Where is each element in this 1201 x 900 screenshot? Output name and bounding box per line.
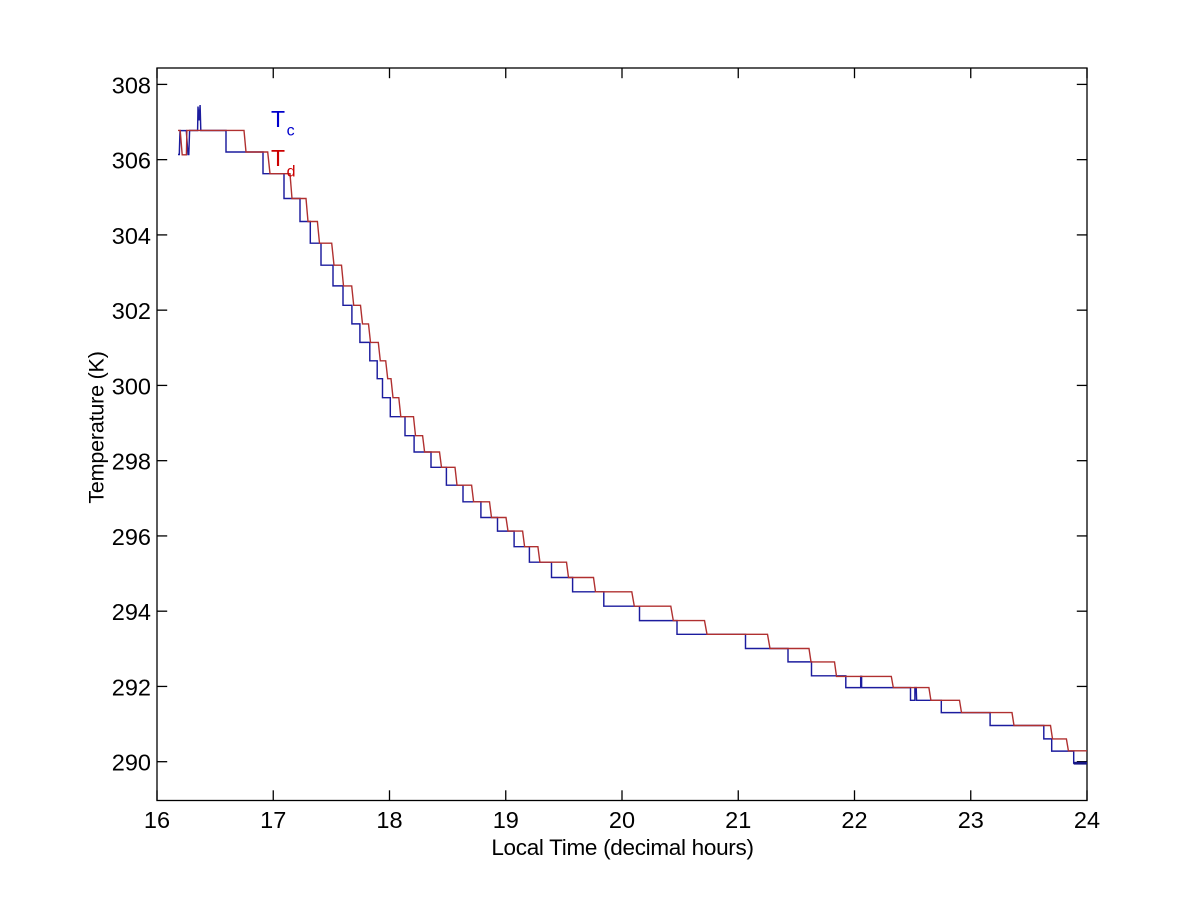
svg-text:19: 19: [493, 807, 519, 833]
svg-text:302: 302: [112, 298, 151, 324]
svg-text:300: 300: [112, 373, 151, 399]
svg-text:Local Time (decimal hours): Local Time (decimal hours): [491, 835, 753, 860]
svg-text:298: 298: [112, 449, 151, 475]
svg-text:Temperature (K): Temperature (K): [85, 351, 109, 503]
svg-text:22: 22: [841, 807, 867, 833]
svg-text:24: 24: [1074, 807, 1100, 833]
svg-text:292: 292: [112, 674, 151, 700]
svg-text:20: 20: [609, 807, 635, 833]
svg-text:306: 306: [112, 148, 151, 174]
svg-text:308: 308: [112, 72, 151, 98]
svg-text:18: 18: [376, 807, 402, 833]
svg-text:16: 16: [144, 807, 170, 833]
svg-text:294: 294: [112, 599, 151, 625]
svg-text:17: 17: [260, 807, 286, 833]
svg-text:21: 21: [725, 807, 751, 833]
svg-text:296: 296: [112, 524, 151, 550]
svg-text:290: 290: [112, 750, 151, 776]
svg-text:23: 23: [958, 807, 984, 833]
svg-text:304: 304: [112, 223, 151, 249]
